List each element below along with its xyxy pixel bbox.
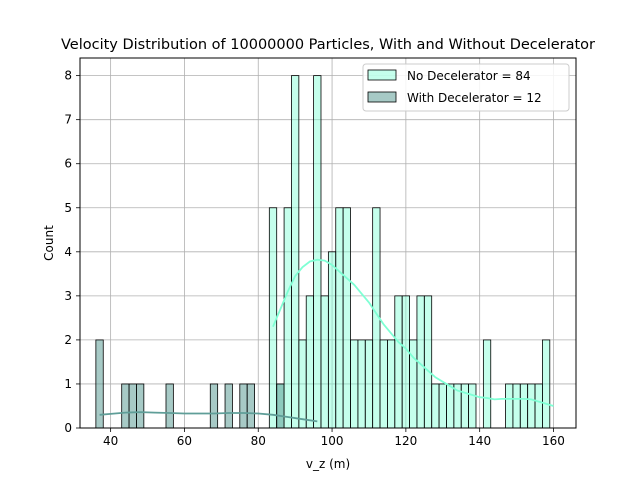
histogram-bar-with-decelerator	[165, 383, 174, 429]
y-tick-label: 6	[64, 157, 72, 171]
histogram-bar-with-decelerator	[246, 383, 255, 429]
histogram-bar-no-decelerator	[519, 383, 529, 429]
histogram-bar-no-decelerator	[298, 339, 307, 429]
y-tick-label: 2	[64, 333, 72, 347]
y-tick-label: 7	[64, 113, 72, 127]
legend-swatch-no-decelerator	[367, 69, 397, 81]
x-tick-label: 80	[251, 434, 266, 448]
kde-line-no-decelerator	[272, 258, 554, 407]
histogram-bar-with-decelerator	[209, 383, 219, 429]
kde-curves	[99, 258, 554, 423]
y-tick-label: 8	[64, 69, 72, 83]
histogram-bar-no-decelerator	[320, 295, 329, 429]
histogram-bar-no-decelerator	[283, 207, 292, 429]
histogram-bar-no-decelerator	[394, 295, 403, 429]
y-axis-label: Count	[42, 225, 56, 261]
histogram-bar-with-decelerator	[224, 383, 233, 429]
histogram-bar-with-decelerator	[128, 383, 137, 429]
histogram-bar-with-decelerator	[276, 383, 285, 429]
histogram-bar-no-decelerator	[534, 383, 543, 429]
histogram-bar-no-decelerator	[505, 383, 514, 429]
histogram-bar-no-decelerator	[468, 383, 477, 429]
legend-box	[362, 63, 570, 112]
x-tick-label: 140	[468, 434, 491, 448]
y-tick-label: 0	[64, 421, 72, 435]
x-axis-label: v_z (m)	[306, 457, 350, 471]
histogram-bar-no-decelerator	[291, 75, 300, 429]
histogram-bar-no-decelerator	[512, 383, 521, 429]
x-tick-label: 160	[542, 434, 565, 448]
histogram-bar-no-decelerator	[364, 339, 374, 429]
legend-label-with-decelerator: With Decelerator = 12	[407, 91, 542, 105]
histogram-bar-no-decelerator	[313, 75, 322, 429]
y-tick-label: 5	[64, 201, 72, 215]
histogram-bar-with-decelerator	[136, 383, 145, 429]
histogram-bar-no-decelerator	[387, 339, 396, 429]
histogram-bar-no-decelerator	[423, 295, 433, 429]
histogram-bar-no-decelerator	[482, 339, 492, 429]
histogram-bar-no-decelerator	[268, 207, 278, 429]
x-tick-label: 60	[177, 434, 192, 448]
histogram-bar-no-decelerator	[446, 383, 455, 429]
histogram-bar-no-decelerator	[335, 207, 344, 429]
histogram-bar-no-decelerator	[357, 339, 366, 429]
histogram-bar-no-decelerator	[401, 295, 410, 429]
chart-title: Velocity Distribution of 10000000 Partic…	[61, 37, 595, 53]
histogram-bar-no-decelerator	[342, 207, 351, 429]
kde-line-with-decelerator	[99, 411, 318, 423]
legend: No Decelerator = 84 With Decelerator = 1…	[362, 63, 570, 112]
y-tick-label: 4	[64, 245, 72, 259]
x-tick-label: 100	[321, 434, 344, 448]
histogram-bar-no-decelerator	[327, 251, 337, 429]
x-tick-label: 120	[394, 434, 417, 448]
histogram-bar-no-decelerator	[542, 339, 551, 429]
histogram-bar-no-decelerator	[460, 383, 470, 429]
legend-label-no-decelerator: No Decelerator = 84	[407, 69, 531, 83]
x-tick-label: 40	[103, 434, 118, 448]
histogram-bar-no-decelerator	[431, 383, 440, 429]
histogram-bar-no-decelerator	[305, 295, 315, 429]
y-tick-label: 1	[64, 377, 72, 391]
legend-swatch-with-decelerator	[367, 91, 397, 103]
y-tick-label: 3	[64, 289, 72, 303]
plot-frame	[79, 57, 577, 429]
histogram-bar-with-decelerator	[239, 383, 248, 429]
histogram-bar-no-decelerator	[438, 383, 447, 429]
histogram-bar-no-decelerator	[379, 339, 388, 429]
histogram-bar-no-decelerator	[527, 383, 536, 429]
axis-ticks: 40 60 80 100 120 140 160 0 1 2 3 4 5 6 7 8	[64, 69, 565, 448]
histogram-bar-with-decelerator	[121, 383, 130, 429]
histogram-bar-no-decelerator	[350, 339, 359, 429]
